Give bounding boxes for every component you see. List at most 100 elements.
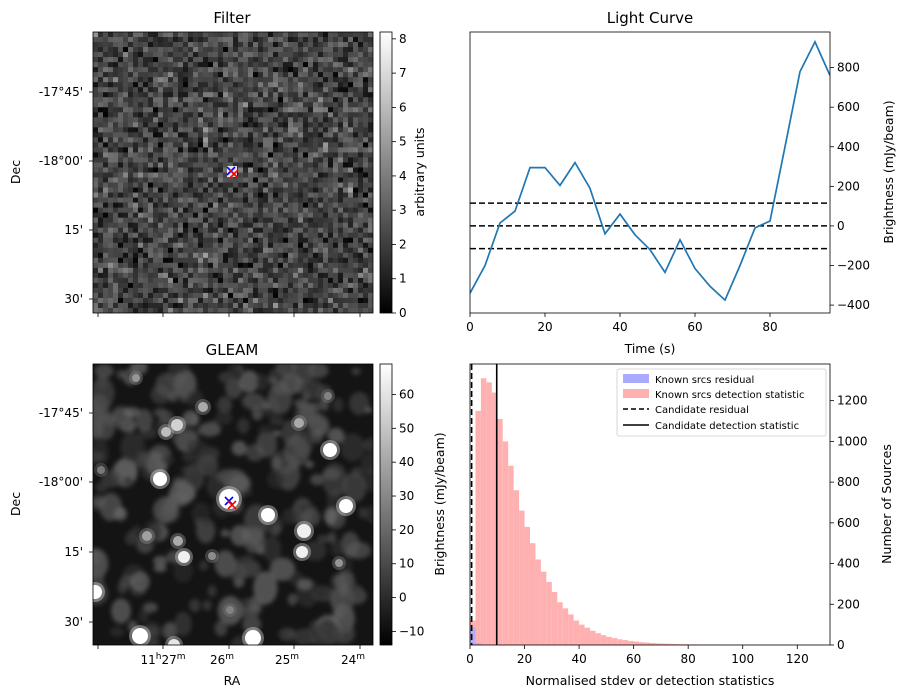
filter-colorbar-tick-label: 5 bbox=[399, 135, 407, 149]
gleam-panel: GLEAM -17°45' -18°00' 15' 30' 11h27m 26m 25m 2… bbox=[8, 341, 424, 688]
detection-bar bbox=[606, 636, 612, 645]
lightcurve-y-tick-label: −400 bbox=[837, 298, 870, 312]
histogram-right-y-label: Number of Sources bbox=[879, 444, 894, 564]
filter-colorbar-tick-label: 3 bbox=[399, 203, 407, 217]
detection-bar bbox=[655, 643, 661, 645]
histogram-x-ticks: 0 20 40 60 80 100 120 bbox=[466, 645, 809, 666]
histogram-y-tick-label: 0 bbox=[837, 638, 845, 652]
gleam-y-tick-label: 30' bbox=[64, 615, 83, 629]
lightcurve-threshold-lines bbox=[470, 202, 830, 250]
detection-bar bbox=[530, 543, 536, 645]
histogram-y-tick-label: 800 bbox=[837, 475, 860, 489]
gleam-axes-frame bbox=[92, 363, 374, 646]
histogram-x-tick-label: 20 bbox=[517, 652, 532, 666]
gleam-colorbar-tick-label: 0 bbox=[399, 591, 407, 605]
filter-source-markers bbox=[226, 166, 239, 179]
lightcurve-x-tick-label: 0 bbox=[466, 320, 474, 334]
detection-bar bbox=[513, 490, 520, 645]
gleam-colorbar-ticks: −10 0 10 20 30 40 50 60 bbox=[392, 387, 424, 638]
histogram-x-tick-label: 0 bbox=[466, 652, 474, 666]
gleam-colorbar-tick-label: 30 bbox=[399, 489, 414, 503]
detection-bar bbox=[584, 627, 590, 645]
detection-bar bbox=[557, 602, 563, 645]
legend-label-known-detection: Known srcs detection statistic bbox=[655, 390, 804, 401]
detection-bar bbox=[546, 581, 552, 645]
lightcurve-y-ticks: −400 −200 0 200 400 600 800 bbox=[830, 61, 870, 312]
lightcurve-y-tick-label: −200 bbox=[837, 259, 870, 273]
filter-colorbar-tick-label: 2 bbox=[399, 237, 407, 251]
lightcurve-y-label: Brightness (mJy/beam) bbox=[881, 100, 896, 243]
filter-y-tick-label: 15' bbox=[64, 223, 83, 237]
detection-bar bbox=[524, 526, 530, 645]
detection-bar bbox=[600, 635, 607, 645]
detection-bar bbox=[519, 510, 525, 645]
filter-axes-frame bbox=[92, 31, 374, 314]
gleam-x-tick-label: 11h27m bbox=[140, 652, 185, 667]
gleam-x-label: RA bbox=[224, 673, 241, 688]
gleam-y-tick-label: -17°45' bbox=[39, 406, 83, 420]
residual-bar bbox=[470, 627, 476, 645]
detection-bar bbox=[666, 643, 672, 645]
detection-bar bbox=[491, 392, 498, 645]
detection-bar bbox=[644, 642, 650, 645]
histogram-y-tick-label: 400 bbox=[837, 557, 860, 571]
detection-bar bbox=[611, 638, 618, 645]
lightcurve-x-tick-label: 40 bbox=[612, 320, 627, 334]
lightcurve-title: Light Curve bbox=[607, 9, 693, 27]
lightcurve-x-tick-label: 20 bbox=[537, 320, 552, 334]
detection-bar bbox=[480, 378, 487, 645]
filter-colorbar-tick-label: 4 bbox=[399, 169, 407, 183]
detection-bar bbox=[650, 642, 656, 645]
gleam-x-tick-label: 25m bbox=[275, 652, 299, 667]
filter-colorbar-tick-label: 1 bbox=[399, 272, 407, 286]
lightcurve-x-tick-label: 80 bbox=[762, 320, 777, 334]
histogram-x-tick-label: 40 bbox=[571, 652, 586, 666]
histogram-x-tick-label: 100 bbox=[731, 652, 754, 666]
histogram-x-tick-label: 80 bbox=[681, 652, 696, 666]
lightcurve-y-tick-label: 200 bbox=[837, 179, 860, 193]
residual-bar bbox=[475, 642, 481, 645]
lightcurve-y-tick-label: 800 bbox=[837, 61, 860, 75]
lightcurve-points bbox=[470, 42, 830, 300]
legend-label-candidate-residual: Candidate residual bbox=[655, 405, 749, 416]
candidate-marker-red bbox=[229, 169, 239, 179]
gleam-colorbar-tick-label: 10 bbox=[399, 557, 414, 571]
filter-y-tick-label: -17°45' bbox=[39, 85, 83, 99]
filter-y-tick-label: -18°00' bbox=[39, 154, 83, 168]
histogram-x-tick-label: 60 bbox=[626, 652, 641, 666]
gleam-colorbar-tick-label: 60 bbox=[399, 387, 414, 401]
gleam-y-label: Dec bbox=[8, 492, 23, 516]
gleam-source-markers bbox=[224, 496, 237, 510]
gleam-colorbar-tick-label: 40 bbox=[399, 455, 414, 469]
filter-x-ticks bbox=[97, 313, 361, 317]
detection-bar bbox=[502, 441, 509, 645]
lightcurve-x-ticks: 0 20 40 60 80 bbox=[466, 313, 778, 334]
filter-colorbar-ticks: 0 1 2 3 4 5 6 7 8 bbox=[392, 32, 407, 320]
histogram-legend: Known srcs residual Known srcs detection… bbox=[616, 368, 827, 437]
histogram-y-tick-label: 1200 bbox=[837, 394, 868, 408]
gleam-x-ticks: 11h27m 26m 25m 24m bbox=[97, 645, 365, 667]
detection-bar bbox=[595, 633, 601, 645]
detection-bar bbox=[590, 630, 596, 645]
legend-label-candidate-detection: Candidate detection statistic bbox=[655, 421, 799, 432]
lightcurve-series-line bbox=[470, 39, 830, 302]
filter-colorbar bbox=[379, 31, 393, 314]
detection-bar bbox=[622, 640, 629, 645]
legend-label-known-residual: Known srcs residual bbox=[655, 375, 754, 386]
histogram-y-tick-label: 1000 bbox=[837, 434, 868, 448]
gleam-image bbox=[93, 364, 373, 645]
legend-swatch-known-detection bbox=[623, 389, 649, 398]
detection-bar bbox=[475, 410, 481, 645]
detection-bar bbox=[671, 643, 678, 645]
filter-colorbar-tick-label: 6 bbox=[399, 100, 407, 114]
detection-bar bbox=[633, 641, 640, 645]
filter-image bbox=[93, 32, 373, 313]
histogram-axes-frame bbox=[469, 363, 831, 646]
histogram-y-ticks: 0 200 400 600 800 1000 1200 bbox=[830, 394, 868, 652]
histogram-x-label: Normalised stdev or detection statistics bbox=[526, 673, 775, 688]
filter-y-label: Dec bbox=[8, 160, 23, 184]
filter-colorbar-tick-label: 7 bbox=[399, 66, 407, 80]
lightcurve-panel: Light Curve 0 20 40 60 80 −400 −200 0 200 400 600… bbox=[466, 9, 896, 356]
lightcurve-axes-frame bbox=[469, 31, 831, 314]
detection-bar bbox=[486, 382, 492, 645]
